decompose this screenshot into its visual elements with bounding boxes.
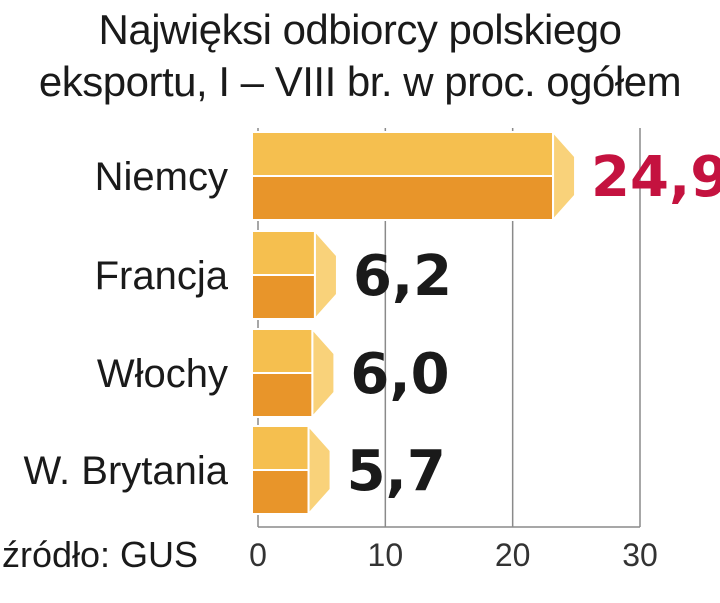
source-note: źródło: GUS <box>2 534 199 575</box>
category-label-3: W. Brytania <box>23 449 228 493</box>
bar-w-brytania <box>251 423 332 517</box>
bar-top-face <box>251 131 555 177</box>
bar-top-face <box>251 328 314 374</box>
bar-end-cap <box>313 228 338 322</box>
bar-bottom-face <box>251 469 310 515</box>
bar-top-face <box>251 230 316 276</box>
category-label-0: Niemcy <box>95 155 228 199</box>
bar-bottom-face <box>251 372 314 418</box>
bar-francja <box>251 228 338 322</box>
bar-bottom-face <box>251 274 316 320</box>
value-label-0: 24,9 <box>591 145 720 210</box>
bar-end-cap <box>552 129 577 223</box>
x-tick-label-0: 0 <box>249 537 267 573</box>
chart-title-line-1: Najwięksi odbiorcy polskiego <box>98 6 622 53</box>
x-tick-label-10: 10 <box>368 537 404 573</box>
category-label-1: Francja <box>95 254 229 298</box>
bar-top-face <box>251 425 310 471</box>
value-label-2: 6,0 <box>350 342 449 407</box>
bar-w-ochy <box>251 326 336 420</box>
x-tick-label-30: 30 <box>622 537 658 573</box>
bar-bottom-face <box>251 175 555 221</box>
value-label-3: 5,7 <box>347 439 446 504</box>
bar-end-cap <box>311 326 336 420</box>
category-label-2: Włochy <box>97 352 228 396</box>
x-tick-label-20: 20 <box>495 537 531 573</box>
bar-end-cap <box>307 423 332 517</box>
chart-title-line-2: eksportu, I – VIII br. w proc. ogółem <box>38 58 682 105</box>
bar-niemcy <box>251 129 577 223</box>
value-label-1: 6,2 <box>353 244 452 309</box>
